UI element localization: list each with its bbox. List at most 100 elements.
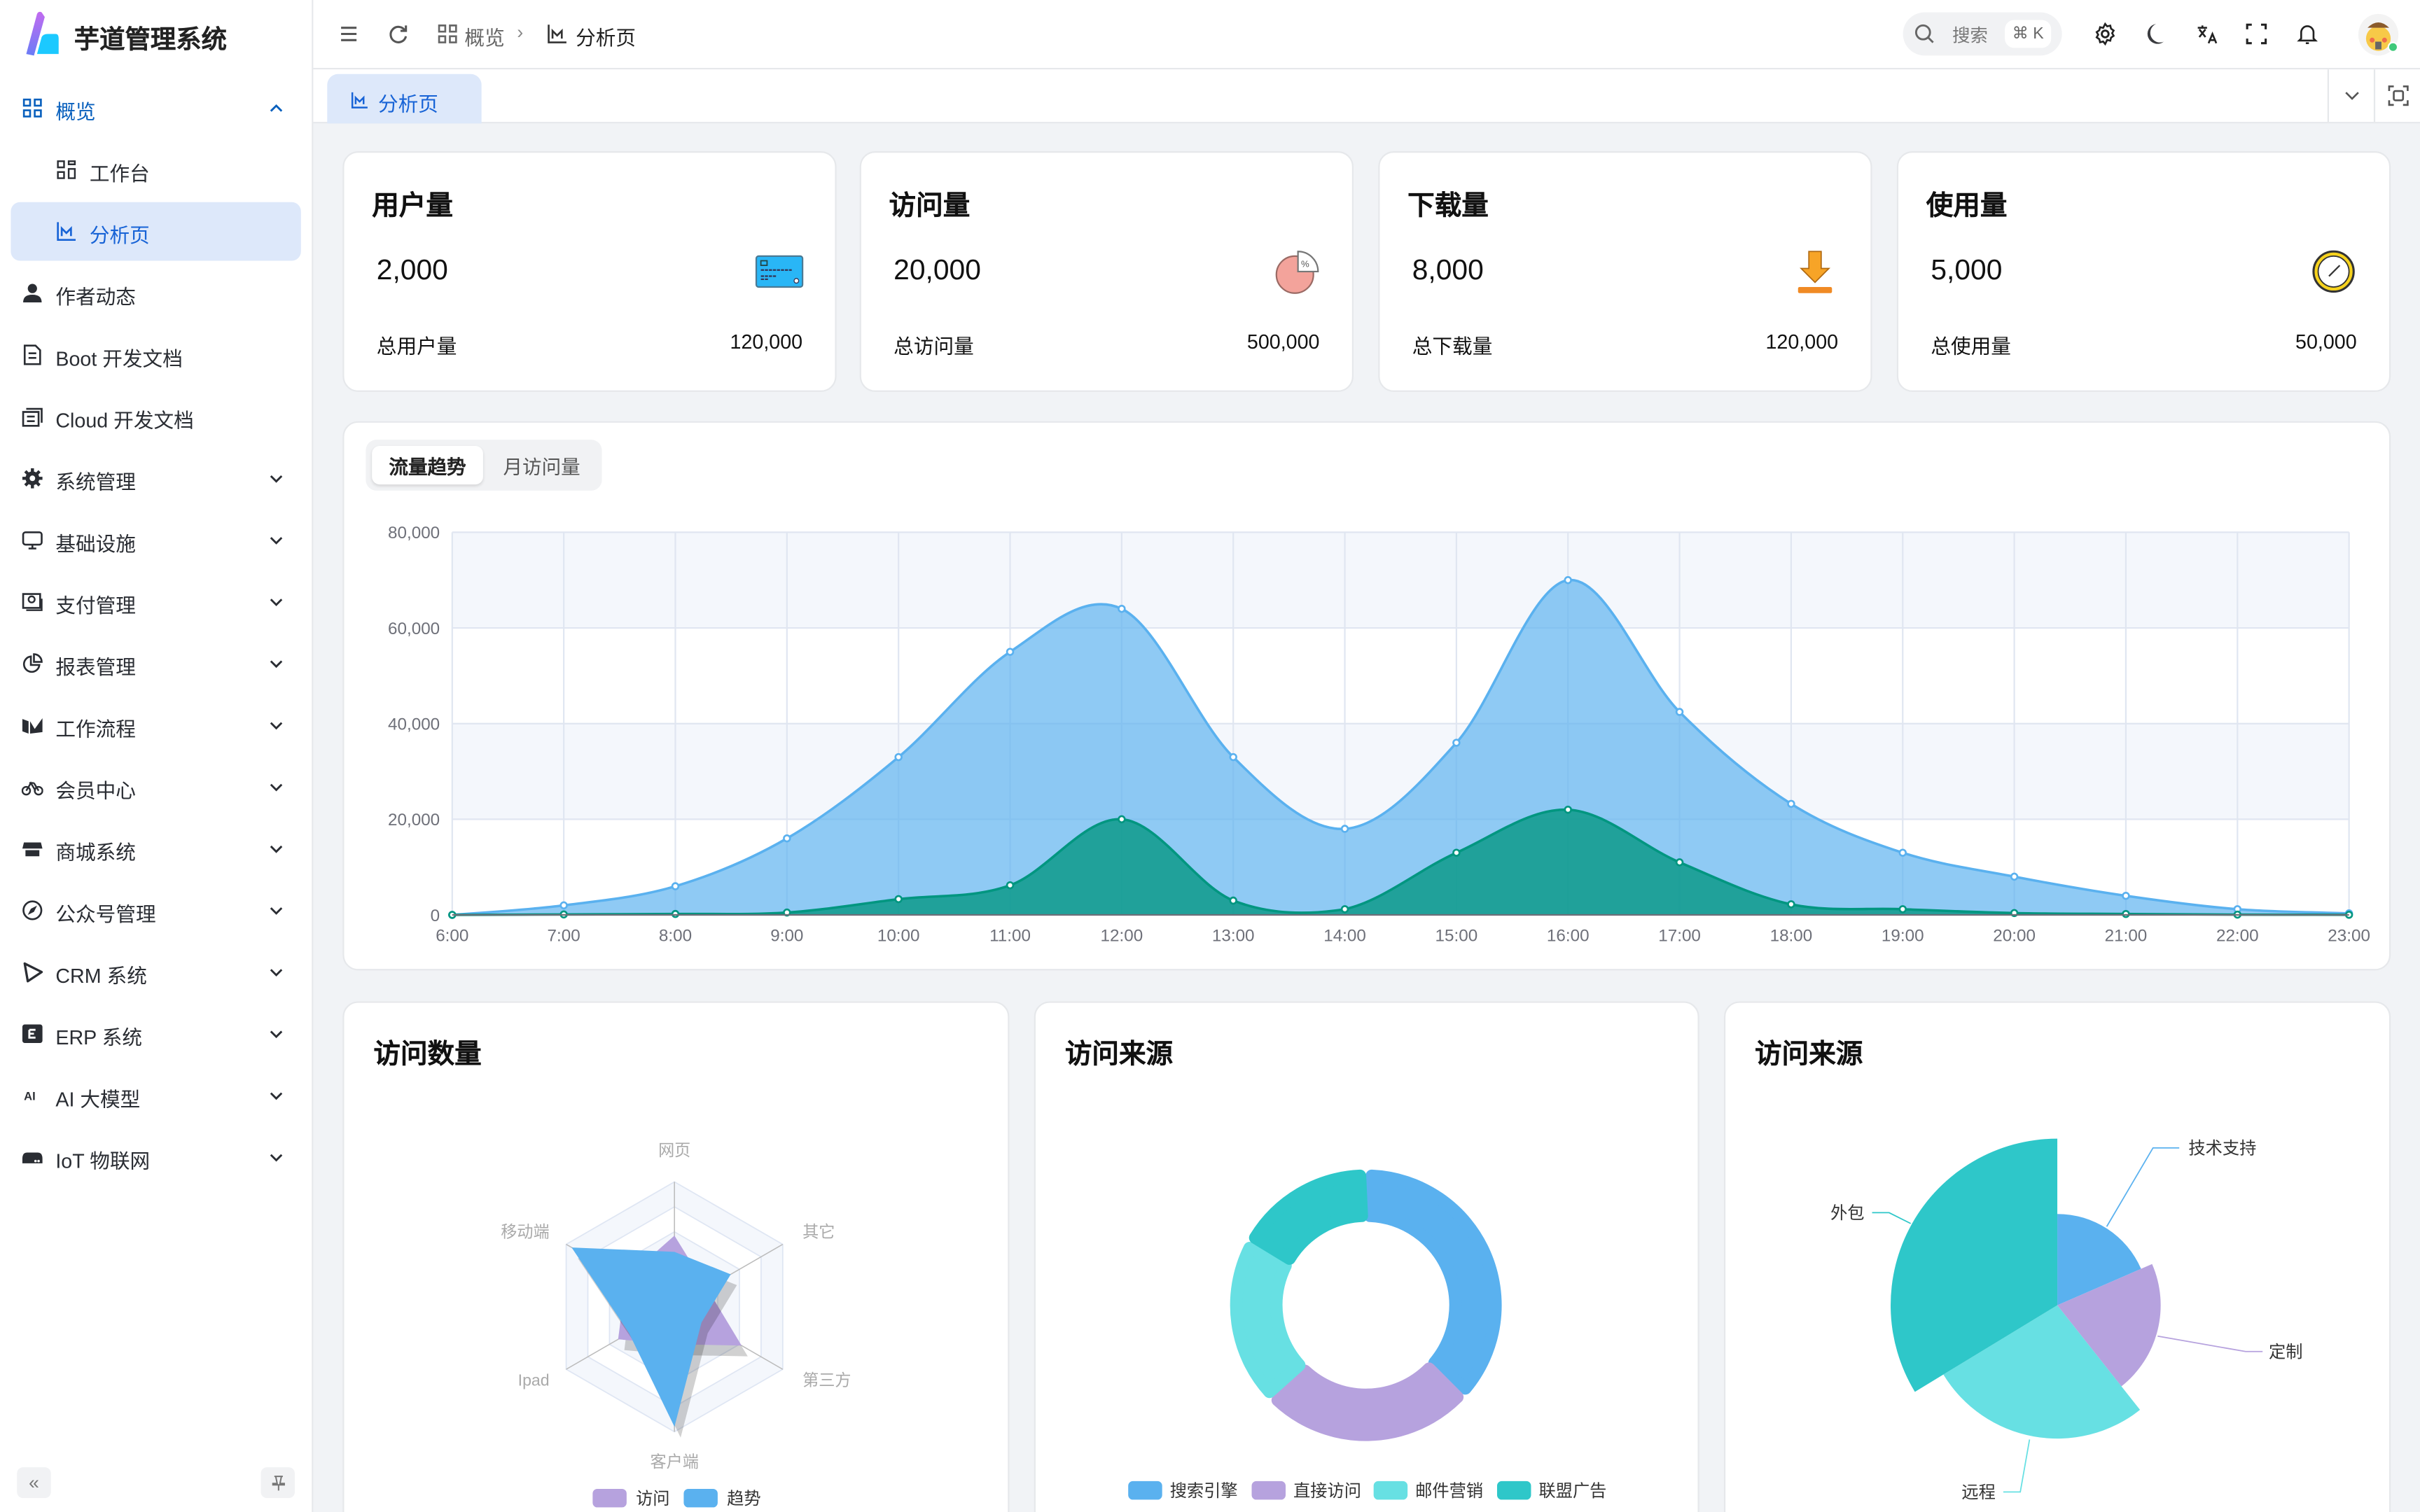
sidebar-item-label: Cloud 开发文档 <box>55 409 194 433</box>
refresh-icon[interactable] <box>386 22 410 46</box>
series-0-point[interactable] <box>1898 848 1907 857</box>
rose-slice[interactable] <box>1943 1305 2141 1439</box>
sidebar-item-12[interactable]: 商城系统 <box>11 819 300 878</box>
sidebar-item-11[interactable]: 会员中心 <box>11 757 300 816</box>
y-tick-label: 40,000 <box>388 715 440 734</box>
rose-slice[interactable] <box>1891 1138 2058 1392</box>
sidebar-item-15[interactable]: ERP 系统 <box>11 1004 300 1063</box>
tab-analysis[interactable]: 分析页 <box>327 74 482 124</box>
settings-gear-icon[interactable] <box>2093 22 2118 46</box>
documents-icon <box>22 407 43 427</box>
pin-sidebar-button[interactable] <box>260 1467 295 1499</box>
donut-slice[interactable] <box>1363 1169 1502 1395</box>
stat-footer-label: 总下载量 <box>1412 335 1493 358</box>
series-1-point[interactable] <box>1675 858 1684 867</box>
legend-swatch[interactable] <box>1373 1480 1408 1500</box>
series-1-point[interactable] <box>1452 848 1461 857</box>
sidebar-item-1[interactable]: 工作台 <box>11 141 300 200</box>
search-button[interactable]: 搜索 ⌘ K <box>1903 12 2062 56</box>
legend-swatch[interactable] <box>1128 1480 1162 1500</box>
sidebar-item-2[interactable]: 分析页 <box>11 202 301 261</box>
sidebar-item-5[interactable]: Cloud 开发文档 <box>11 387 300 446</box>
sidebar-item-17[interactable]: IoT 物联网 <box>11 1128 300 1186</box>
sidebar-item-3[interactable]: 作者动态 <box>11 264 300 323</box>
chevron-down-icon <box>270 1154 283 1162</box>
tab-list-dropdown-button[interactable] <box>2327 69 2374 122</box>
workflow-icon <box>22 718 43 734</box>
sidebar-item-8[interactable]: 支付管理 <box>11 573 300 631</box>
collapse-sidebar-button[interactable]: « <box>17 1467 51 1499</box>
series-0-point[interactable] <box>2010 872 2019 881</box>
series-1-point[interactable] <box>1118 815 1126 824</box>
series-1-point[interactable] <box>1898 905 1907 913</box>
legend-label[interactable]: 直接访问 <box>1293 1482 1361 1501</box>
series-0-point[interactable] <box>1006 648 1015 656</box>
gear-icon <box>22 468 43 489</box>
svg-text:%: % <box>1301 258 1309 269</box>
legend-swatch[interactable] <box>1496 1480 1531 1500</box>
maximize-icon <box>2388 85 2409 106</box>
series-0-point[interactable] <box>671 882 680 890</box>
stat-card: 访问量 20,000% 总访问量 500,000 <box>859 151 1354 392</box>
rose-slice-label: 远程 <box>1961 1483 1995 1502</box>
legend-label[interactable]: 趋势 <box>727 1490 760 1508</box>
series-1-area <box>452 809 2349 916</box>
donut-slice[interactable] <box>1271 1362 1464 1441</box>
series-1-point[interactable] <box>894 895 903 904</box>
series-1-point[interactable] <box>1564 805 1572 814</box>
series-0-point[interactable] <box>1787 799 1795 808</box>
legend-label[interactable]: 联盟广告 <box>1538 1482 1606 1501</box>
series-1-point[interactable] <box>1006 881 1015 890</box>
tab-monthly-visits[interactable]: 月访问量 <box>503 456 580 479</box>
sidebar-item-13[interactable]: 公众号管理 <box>11 881 300 940</box>
series-0-point[interactable] <box>1340 825 1349 833</box>
legend-label[interactable]: 邮件营销 <box>1415 1482 1483 1501</box>
series-0-point[interactable] <box>894 752 903 762</box>
chevron-down-icon <box>270 598 283 607</box>
legend-swatch[interactable] <box>683 1488 718 1508</box>
legend-swatch[interactable] <box>592 1488 627 1508</box>
series-0-point[interactable] <box>1564 576 1572 584</box>
analysis-icon <box>548 24 566 43</box>
sidebar-item-6[interactable]: 系统管理 <box>11 449 300 507</box>
legend-label[interactable]: 搜索引擎 <box>1170 1482 1238 1501</box>
sidebar-item-14[interactable]: CRM 系统 <box>11 943 300 1002</box>
series-0-point[interactable] <box>783 834 791 843</box>
sidebar-item-7[interactable]: 基础设施 <box>11 511 300 570</box>
x-tick-label: 18:00 <box>1770 927 1813 946</box>
rose-slice[interactable] <box>2057 1264 2161 1387</box>
maximize-content-button[interactable] <box>2373 69 2420 122</box>
series-0-point[interactable] <box>2122 891 2130 900</box>
search-shortcut: ⌘ K <box>2005 20 2052 48</box>
series-0-point[interactable] <box>559 901 568 910</box>
rose-slice[interactable] <box>2057 1214 2141 1306</box>
sidebar-item-4[interactable]: Boot 开发文档 <box>11 326 300 384</box>
radar-series-1[interactable] <box>571 1247 731 1427</box>
donut-slice[interactable] <box>1249 1169 1368 1265</box>
x-tick-label: 15:00 <box>1435 927 1478 946</box>
notification-bell-icon[interactable] <box>2295 22 2319 46</box>
compass-icon <box>22 900 43 920</box>
series-0-point[interactable] <box>1452 738 1461 747</box>
legend-swatch[interactable] <box>1251 1480 1286 1500</box>
sidebar-item-9[interactable]: 报表管理 <box>11 634 300 693</box>
donut-slice[interactable] <box>1230 1242 1306 1399</box>
sidebar-item-10[interactable]: 工作流程 <box>11 696 300 755</box>
series-0-point[interactable] <box>1118 605 1126 613</box>
series-1-point[interactable] <box>1340 905 1349 913</box>
language-translate-icon[interactable] <box>2195 22 2219 46</box>
series-0-point[interactable] <box>1675 708 1684 716</box>
legend-label[interactable]: 访问 <box>636 1490 669 1508</box>
series-1-point[interactable] <box>1229 896 1237 905</box>
series-1-point[interactable] <box>1787 900 1795 909</box>
menu-toggle-icon[interactable] <box>336 22 361 46</box>
series-0-point[interactable] <box>1229 752 1237 762</box>
fullscreen-icon[interactable] <box>2244 22 2269 46</box>
dark-mode-moon-icon[interactable] <box>2142 22 2167 46</box>
sidebar-item-16[interactable]: AI AI 大模型 <box>11 1066 300 1125</box>
sidebar-item-0[interactable]: 概览 <box>11 78 300 137</box>
tab-traffic-trend[interactable]: 流量趋势 <box>372 445 483 485</box>
breadcrumb-item-overview[interactable]: 概览 <box>464 26 505 50</box>
stat-title: 下载量 <box>1407 190 1489 221</box>
app-title: 芋道管理系统 <box>74 26 228 55</box>
